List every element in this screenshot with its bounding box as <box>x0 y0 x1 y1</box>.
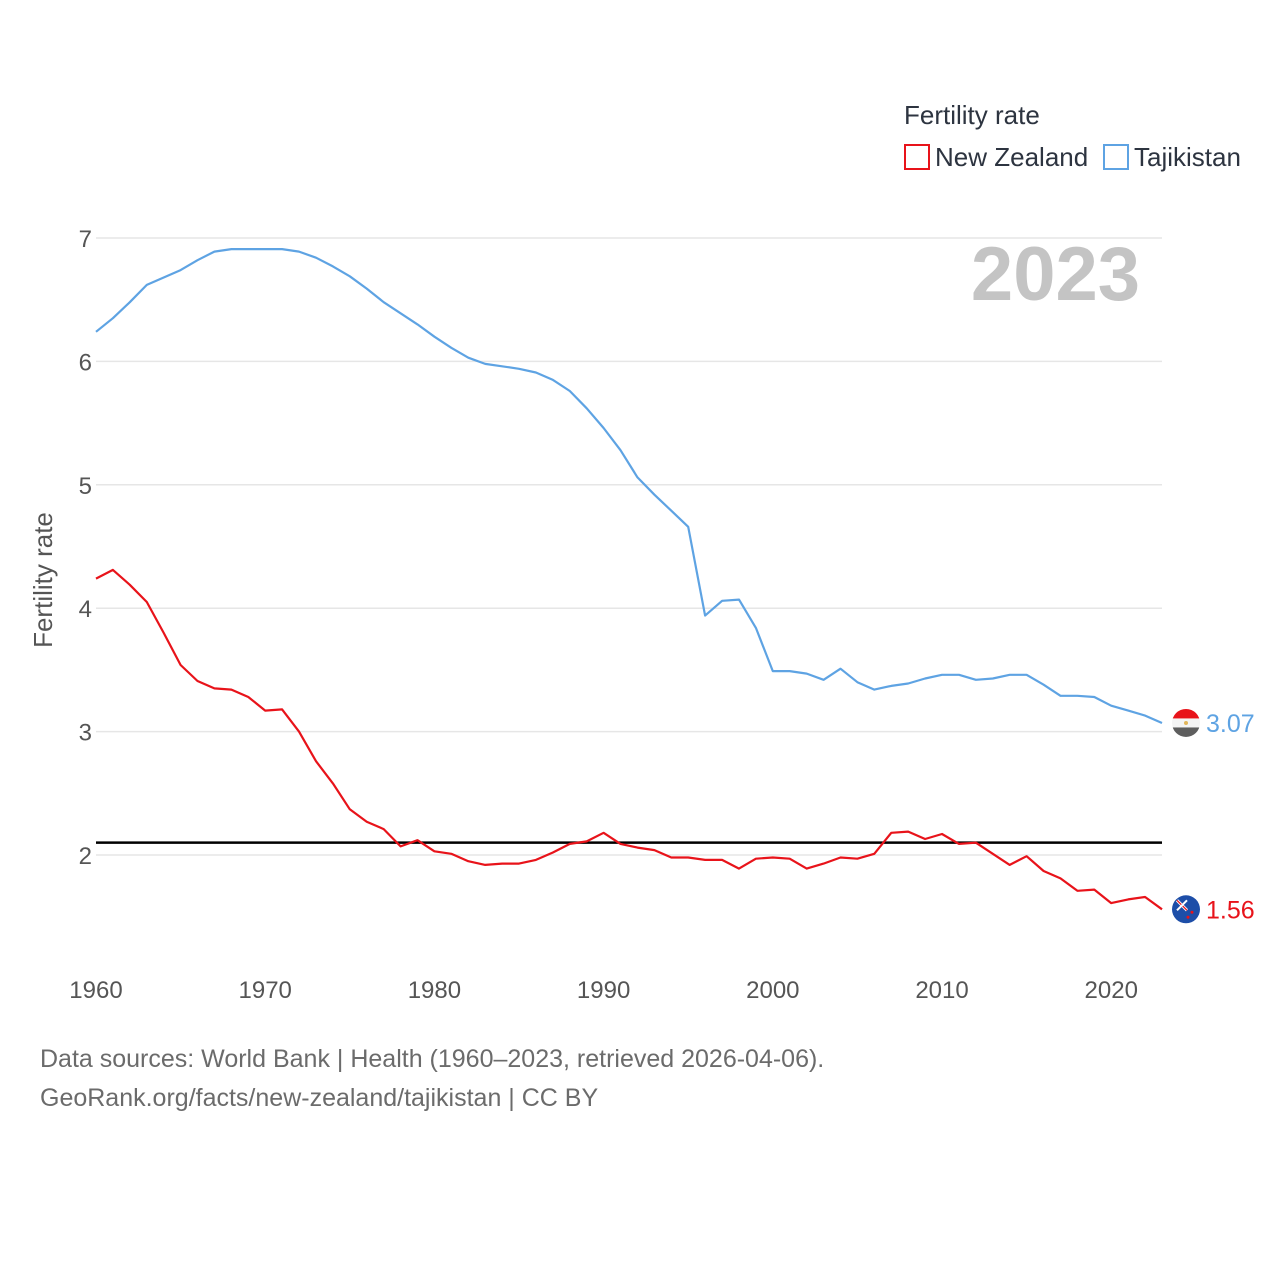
y-tick-label: 2 <box>79 843 92 870</box>
y-tick-label: 5 <box>79 473 92 500</box>
series-line-tajikistan <box>95 248 1163 725</box>
legend: Fertility rate New Zealand Tajikistan <box>904 100 1241 172</box>
x-axis-ticks: 1960 1970 1980 1990 2000 2010 2020 <box>69 977 1138 1004</box>
legend-label-new-zealand: New Zealand <box>935 142 1088 172</box>
series-end-markers: 1.56 3.07 <box>1172 708 1255 924</box>
legend-label-tajikistan: Tajikistan <box>1134 142 1241 172</box>
legend-swatch-tajikistan <box>1103 144 1129 170</box>
y-axis-ticks: 2 3 4 5 6 7 <box>79 226 92 870</box>
x-tick-label: 1970 <box>239 977 292 1004</box>
y-tick-label: 6 <box>79 349 92 376</box>
x-tick-label: 2010 <box>915 977 968 1004</box>
x-tick-label: 2000 <box>746 977 799 1004</box>
legend-title: Fertility rate <box>904 100 1040 130</box>
legend-item-tajikistan[interactable]: Tajikistan <box>1103 142 1241 172</box>
y-axis-title: Fertility rate <box>28 512 58 648</box>
series-lines <box>95 248 1163 911</box>
end-value-label-tajikistan: 3.07 <box>1206 710 1255 738</box>
y-tick-label: 7 <box>79 226 92 253</box>
year-label: 2023 <box>971 232 1140 317</box>
x-tick-label: 1960 <box>69 977 122 1004</box>
x-tick-label: 1980 <box>408 977 461 1004</box>
data-source-note: Data sources: World Bank | Health (1960–… <box>40 1045 825 1073</box>
source-url[interactable]: GeoRank.org/facts/new-zealand/tajikistan… <box>40 1084 599 1112</box>
y-tick-label: 4 <box>79 596 92 623</box>
legend-swatch-new-zealand <box>904 144 930 170</box>
new-zealand-flag-icon <box>1172 895 1200 924</box>
y-tick-label: 3 <box>79 720 92 747</box>
x-tick-label: 2020 <box>1085 977 1138 1004</box>
x-tick-label: 1990 <box>577 977 630 1004</box>
grid-lines <box>96 237 1162 856</box>
tajikistan-flag-icon <box>1172 708 1200 737</box>
legend-item-new-zealand[interactable]: New Zealand <box>904 142 1088 172</box>
series-line-new-zealand <box>95 568 1163 911</box>
end-value-label-new-zealand: 1.56 <box>1206 896 1255 924</box>
